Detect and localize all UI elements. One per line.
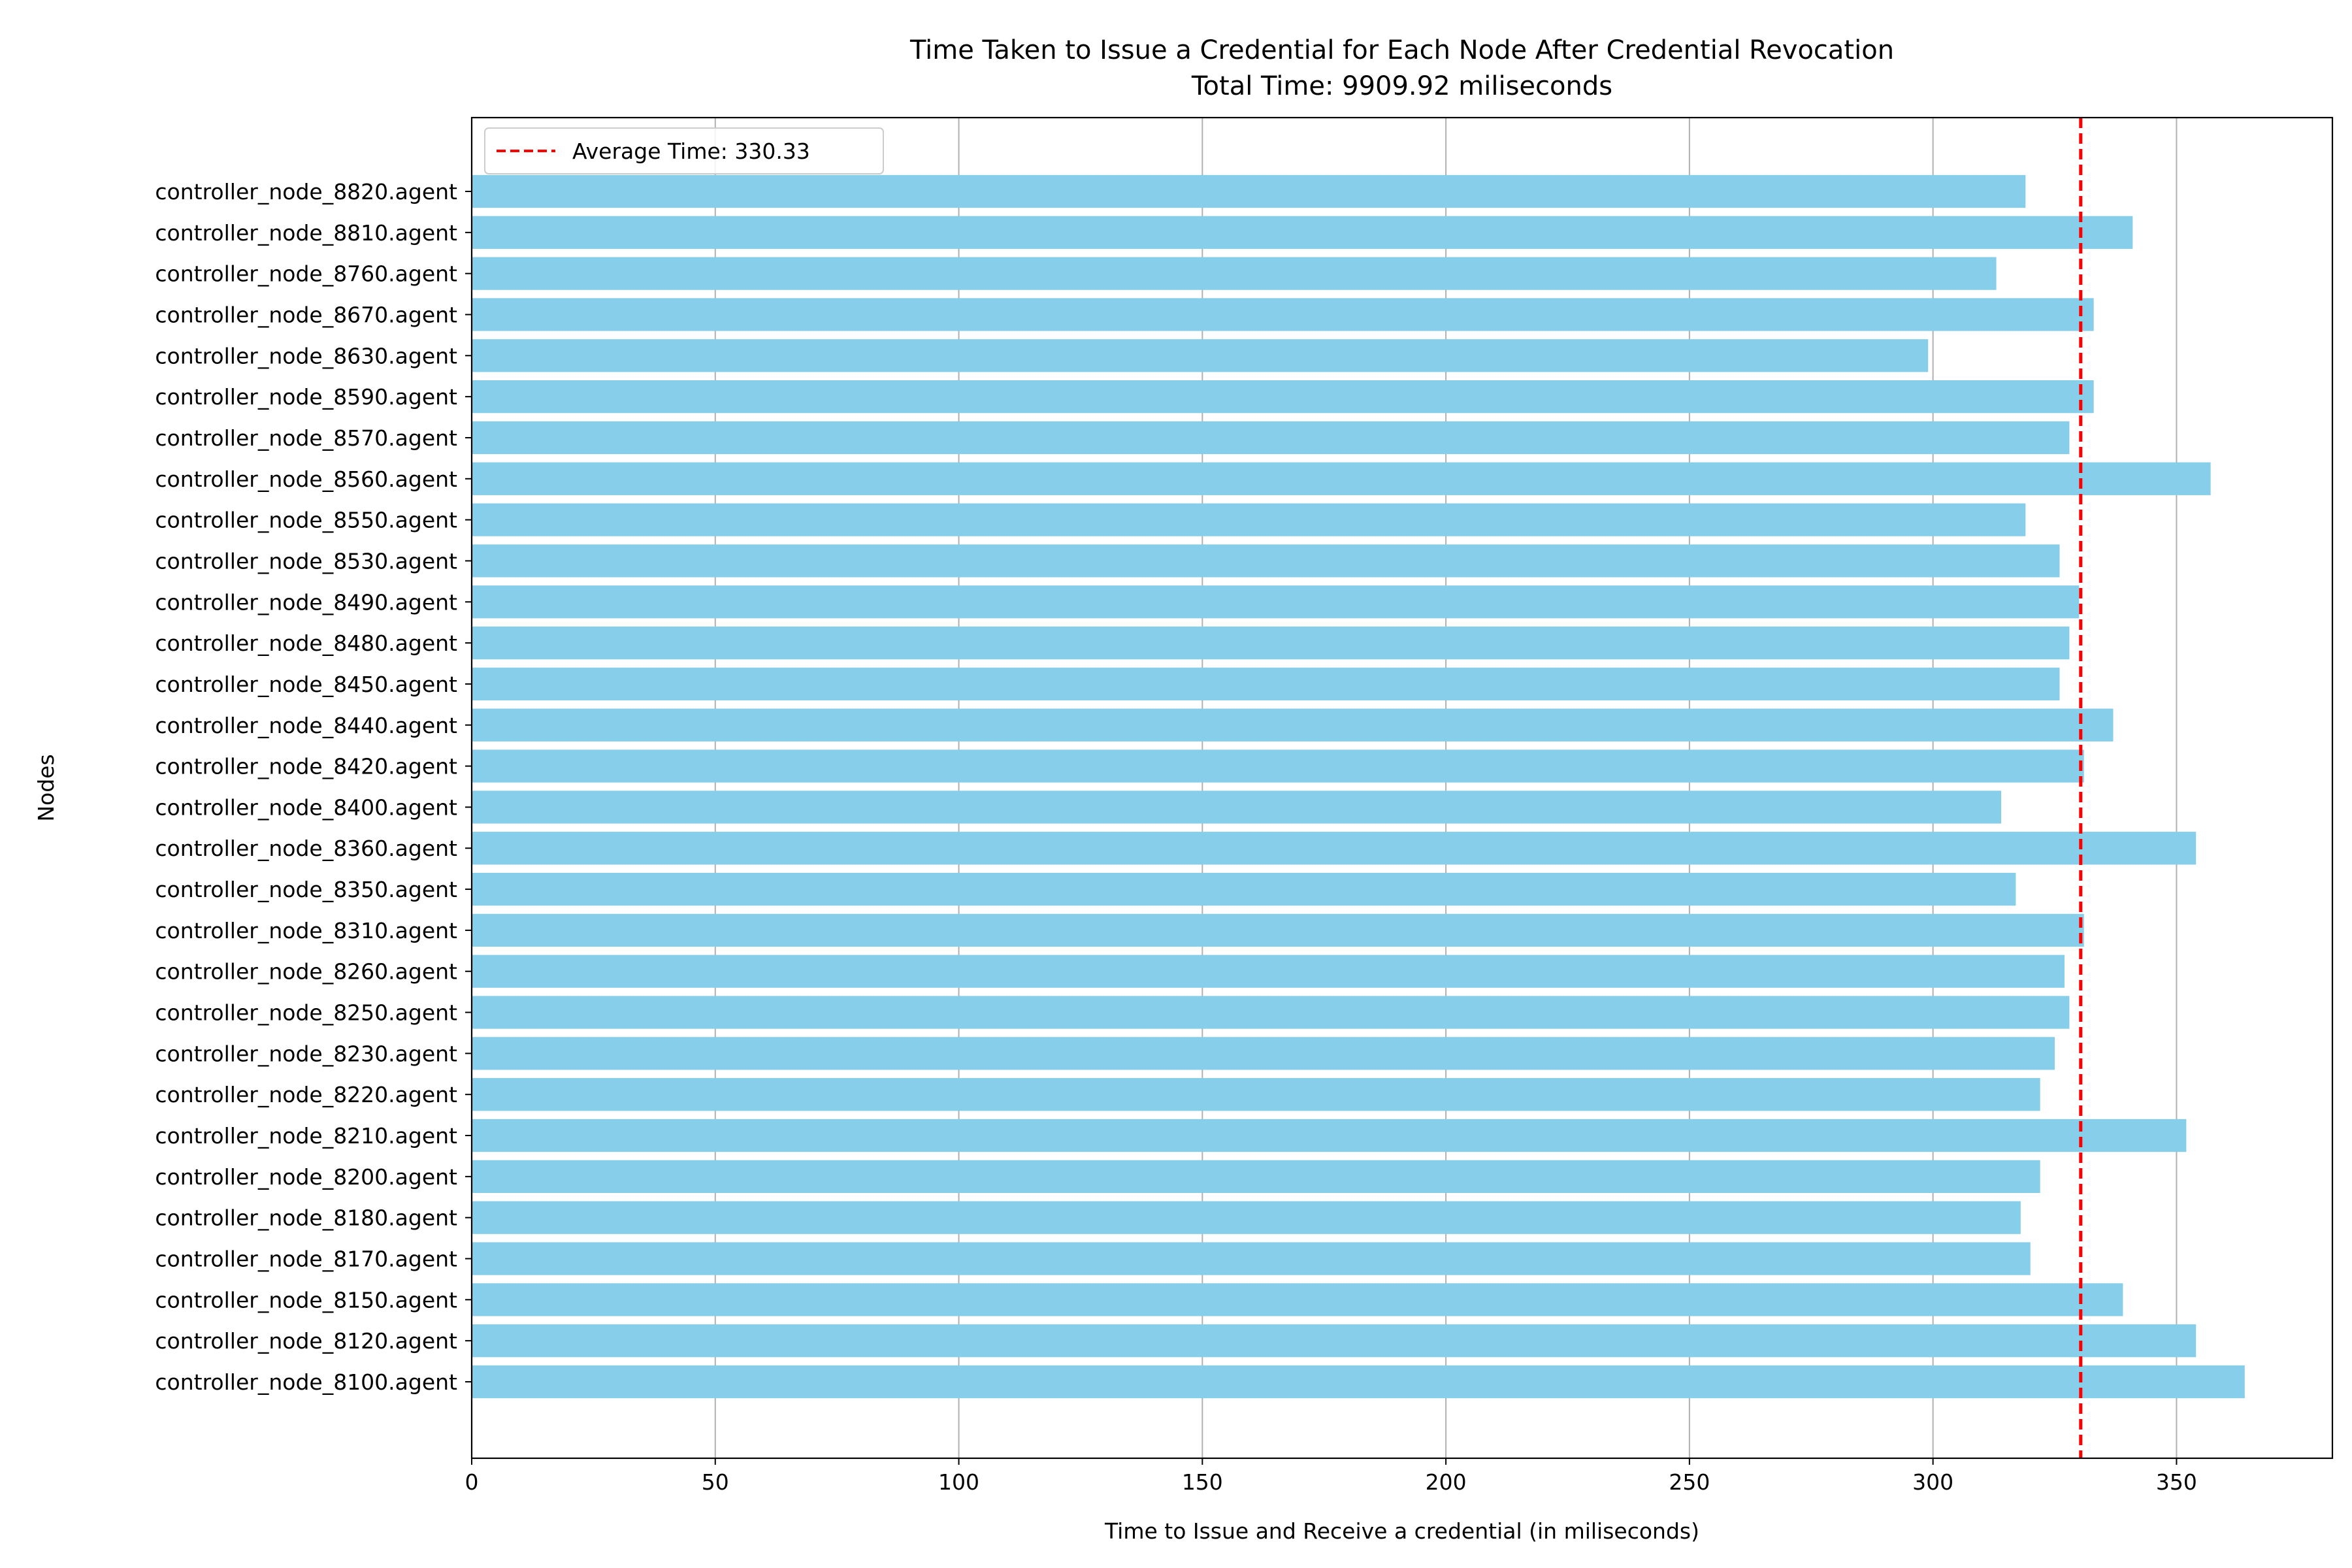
y-tick-label: controller_node_8570.agent bbox=[155, 425, 457, 451]
x-tick-label: 0 bbox=[465, 1469, 479, 1495]
x-tick-label: 150 bbox=[1182, 1469, 1223, 1495]
bar bbox=[472, 257, 1997, 290]
y-tick-label: controller_node_8230.agent bbox=[155, 1041, 457, 1066]
bar bbox=[472, 421, 2070, 455]
y-tick-label: controller_node_8810.agent bbox=[155, 220, 457, 246]
y-tick-label: controller_node_8480.agent bbox=[155, 630, 457, 656]
y-tick-label: controller_node_8440.agent bbox=[155, 713, 457, 738]
plot-frame bbox=[470, 116, 2334, 1460]
bar bbox=[472, 174, 2026, 208]
bar bbox=[472, 913, 2084, 947]
x-tick-label: 100 bbox=[938, 1469, 979, 1495]
bar bbox=[472, 1242, 2031, 1275]
y-tick-label: controller_node_8310.agent bbox=[155, 918, 457, 943]
bar bbox=[472, 503, 2026, 536]
y-tick-label: controller_node_8490.agent bbox=[155, 589, 457, 615]
x-axis-label: Time to Issue and Receive a credential (… bbox=[1104, 1518, 1699, 1544]
bar bbox=[472, 1201, 2021, 1234]
chart-title: Time Taken to Issue a Credential for Eac… bbox=[909, 35, 1894, 65]
bar bbox=[472, 1037, 2055, 1070]
bar bbox=[472, 996, 2070, 1029]
y-tick-label: controller_node_8630.agent bbox=[155, 343, 457, 368]
bar bbox=[472, 1160, 2040, 1193]
y-tick-label: controller_node_8530.agent bbox=[155, 548, 457, 574]
y-tick-label: controller_node_8560.agent bbox=[155, 466, 457, 492]
y-tick-label: controller_node_8450.agent bbox=[155, 672, 457, 697]
bar bbox=[472, 1119, 2187, 1152]
x-tick-label: 50 bbox=[702, 1469, 729, 1495]
bar bbox=[472, 832, 2197, 865]
bar bbox=[472, 1078, 2040, 1111]
y-tick-label: controller_node_8210.agent bbox=[155, 1123, 457, 1149]
y-tick-label: controller_node_8760.agent bbox=[155, 261, 457, 287]
bar bbox=[472, 339, 1929, 372]
bar bbox=[472, 462, 2211, 495]
y-tick-label: controller_node_8180.agent bbox=[155, 1205, 457, 1231]
bar bbox=[472, 544, 2060, 578]
bar bbox=[472, 955, 2065, 988]
y-tick-label: controller_node_8350.agent bbox=[155, 877, 457, 902]
x-tick-label: 250 bbox=[1669, 1469, 1710, 1495]
bar bbox=[472, 749, 2084, 783]
y-tick-label: controller_node_8100.agent bbox=[155, 1369, 457, 1395]
legend-average-label: Average Time: 330.33 bbox=[572, 139, 810, 164]
y-tick-label: controller_node_8360.agent bbox=[155, 836, 457, 861]
x-tick-label: 200 bbox=[1426, 1469, 1467, 1495]
bar bbox=[472, 1283, 2123, 1316]
bar bbox=[472, 298, 2094, 331]
y-tick-label: controller_node_8120.agent bbox=[155, 1328, 457, 1354]
bar bbox=[472, 626, 2070, 660]
bar bbox=[472, 216, 2133, 249]
legend: Average Time: 330.33 bbox=[484, 127, 884, 174]
y-tick-label: controller_node_8250.agent bbox=[155, 1000, 457, 1026]
bar bbox=[472, 1324, 2197, 1358]
y-tick-label: controller_node_8590.agent bbox=[155, 384, 457, 410]
legend-box bbox=[484, 127, 884, 174]
bar bbox=[472, 667, 2060, 701]
bar bbox=[472, 791, 2002, 824]
bars-layer bbox=[472, 174, 2245, 1399]
y-axis-label: Nodes bbox=[33, 754, 59, 821]
y-tick-label: controller_node_8550.agent bbox=[155, 508, 457, 533]
x-tick-label: 350 bbox=[2156, 1469, 2197, 1495]
y-tick-label: controller_node_8170.agent bbox=[155, 1247, 457, 1272]
y-tick-label: controller_node_8260.agent bbox=[155, 959, 457, 985]
chart-subtitle: Total Time: 9909.92 miliseconds bbox=[1191, 71, 1612, 101]
bar bbox=[472, 872, 2016, 906]
axis-layer: 0 50 100 150 200 250 300 350 controller_node_810… bbox=[155, 179, 2197, 1495]
bar bbox=[472, 585, 2080, 619]
y-tick-label: controller_node_8400.agent bbox=[155, 794, 457, 820]
y-tick-label: controller_node_8820.agent bbox=[155, 179, 457, 204]
y-tick-label: controller_node_8220.agent bbox=[155, 1082, 457, 1107]
y-tick-label: controller_node_8200.agent bbox=[155, 1164, 457, 1190]
bar bbox=[472, 380, 2094, 414]
bar bbox=[472, 1365, 2245, 1399]
y-tick-label: controller_node_8670.agent bbox=[155, 302, 457, 327]
x-tick-label: 300 bbox=[1912, 1469, 1953, 1495]
bar bbox=[472, 708, 2114, 742]
y-tick-label: controller_node_8420.agent bbox=[155, 754, 457, 779]
y-tick-label: controller_node_8150.agent bbox=[155, 1287, 457, 1313]
